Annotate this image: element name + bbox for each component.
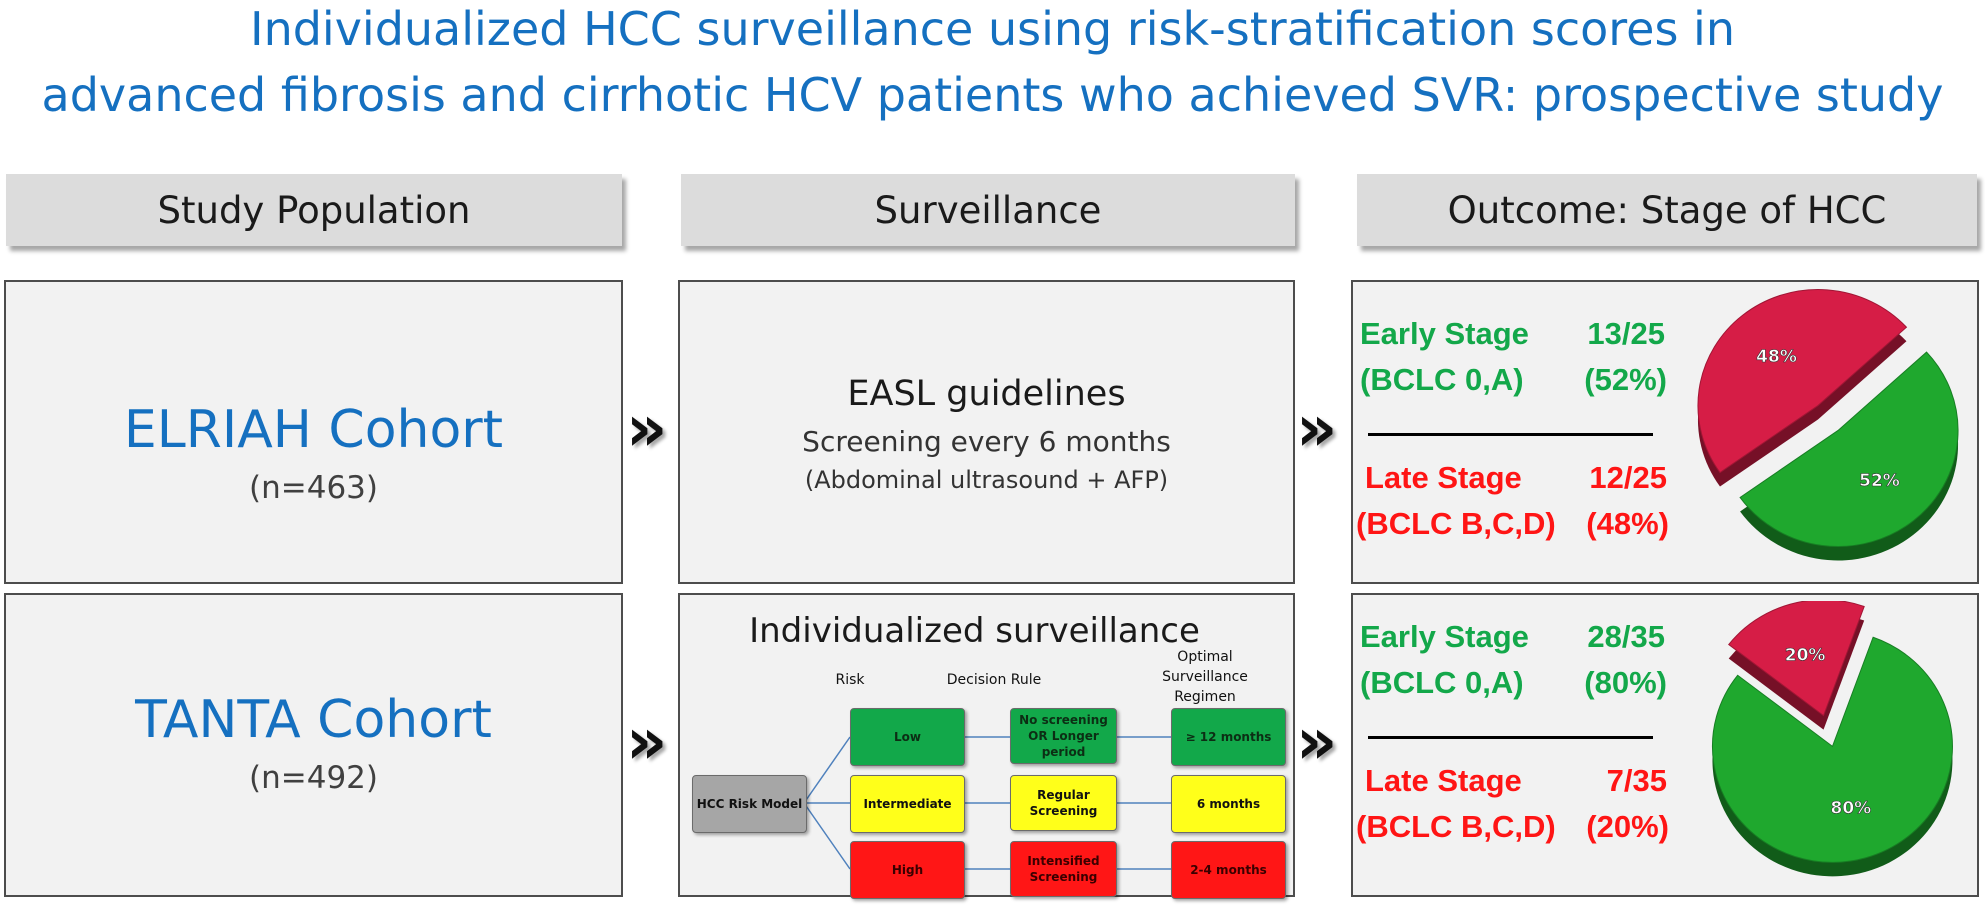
hcc-risk-model-box: HCC Risk Model [692, 775, 807, 833]
early-stage-bclc: (BCLC 0,A) [1360, 665, 1524, 700]
pie-slice [1697, 289, 1908, 474]
late-stage-bclc: (BCLC B,C,D) [1356, 506, 1556, 541]
risk-intermediate-box: Intermediate [850, 775, 965, 833]
pie-slice [1711, 636, 1953, 863]
late-stage-label: Late Stage [1365, 763, 1522, 798]
tanta-outcome-panel: Early Stage 28/35 (BCLC 0,A) (80%) Late … [1351, 593, 1979, 897]
pie-slice-label: 48% [1756, 347, 1797, 367]
regimen-12-months-box: ≥ 12 months [1171, 708, 1286, 766]
late-stage-label: Late Stage [1365, 460, 1522, 495]
early-stage-bclc: (BCLC 0,A) [1360, 362, 1524, 397]
late-stage-pct: (20%) [1586, 809, 1669, 844]
early-stage-label: Early Stage [1360, 316, 1529, 351]
early-stage-pct: (80%) [1584, 665, 1667, 700]
early-stage-count: 28/35 [1587, 619, 1665, 654]
cohort-name: TANTA Cohort [135, 690, 492, 750]
header-outcome: Outcome: Stage of HCC [1357, 174, 1977, 246]
elriah-cohort-panel: ELRIAH Cohort (n=463) [4, 280, 623, 584]
col-regimen-header: Optimal Surveillance Regimen [1162, 649, 1248, 705]
header-surveillance: Surveillance [681, 174, 1295, 246]
outcome-pie-chart: 52% 48% [1697, 289, 1959, 561]
arrow-chevron-icon: » [1296, 392, 1338, 466]
elriah-outcome-panel: Early Stage 13/25 (BCLC 0,A) (52%) Late … [1351, 280, 1979, 584]
flow-connectors [803, 736, 1171, 870]
pie-slice [1728, 601, 1865, 717]
rule-intensified-screening-box: Intensified Screening [1010, 841, 1117, 897]
outcome-divider [1368, 736, 1653, 739]
individualized-title: Individualized surveillance [749, 611, 1200, 651]
pie-slice-label: 52% [1859, 471, 1900, 491]
figure-title-line2: advanced fibrosis and cirrhotic HCV pati… [41, 68, 1944, 122]
late-stage-bclc: (BCLC B,C,D) [1356, 809, 1556, 844]
early-stage-count: 13/25 [1587, 316, 1665, 351]
easl-line1: Screening every 6 months [802, 425, 1171, 458]
easl-line2: (Abdominal ultrasound + AFP) [804, 466, 1169, 494]
arrow-chevron-icon: » [1296, 705, 1338, 779]
cohort-n: (n=492) [249, 760, 378, 796]
risk-low-box: Low [850, 708, 965, 766]
easl-title: EASL guidelines [847, 374, 1126, 414]
late-stage-count: 12/25 [1589, 460, 1667, 495]
header-study-population: Study Population [6, 174, 622, 246]
tanta-cohort-panel: TANTA Cohort (n=492) [4, 593, 623, 897]
arrow-chevron-icon: » [626, 705, 668, 779]
easl-surveillance-panel: EASL guidelines Screening every 6 months… [678, 280, 1295, 584]
cohort-name: ELRIAH Cohort [123, 400, 504, 460]
outcome-pie-chart: 80% 20% [1711, 601, 1953, 877]
regimen-6-months-box: 6 months [1171, 775, 1286, 833]
late-stage-count: 7/35 [1606, 763, 1667, 798]
early-stage-label: Early Stage [1360, 619, 1529, 654]
late-stage-pct: (48%) [1586, 506, 1669, 541]
outcome-divider [1368, 433, 1653, 436]
cohort-n: (n=463) [249, 470, 378, 506]
arrow-chevron-icon: » [626, 392, 668, 466]
col-risk-header: Risk [835, 672, 865, 688]
early-stage-pct: (52%) [1584, 362, 1667, 397]
pie-slice-label: 80% [1831, 799, 1872, 819]
pie-slice [1739, 351, 1959, 547]
risk-high-box: High [850, 841, 965, 899]
rule-regular-screening-box: Regular Screening [1010, 775, 1117, 831]
regimen-2-4-months-box: 2-4 months [1171, 841, 1286, 899]
figure-title-line1: Individualized HCC surveillance using ri… [250, 2, 1735, 56]
col-decision-rule-header: Decision Rule [946, 672, 1042, 688]
individualized-surveillance-panel: Individualized surveillance Risk Decisio… [678, 593, 1295, 899]
rule-longer-period-box: No screening OR Longer period [1010, 708, 1117, 764]
pie-slice-label: 20% [1785, 645, 1826, 665]
